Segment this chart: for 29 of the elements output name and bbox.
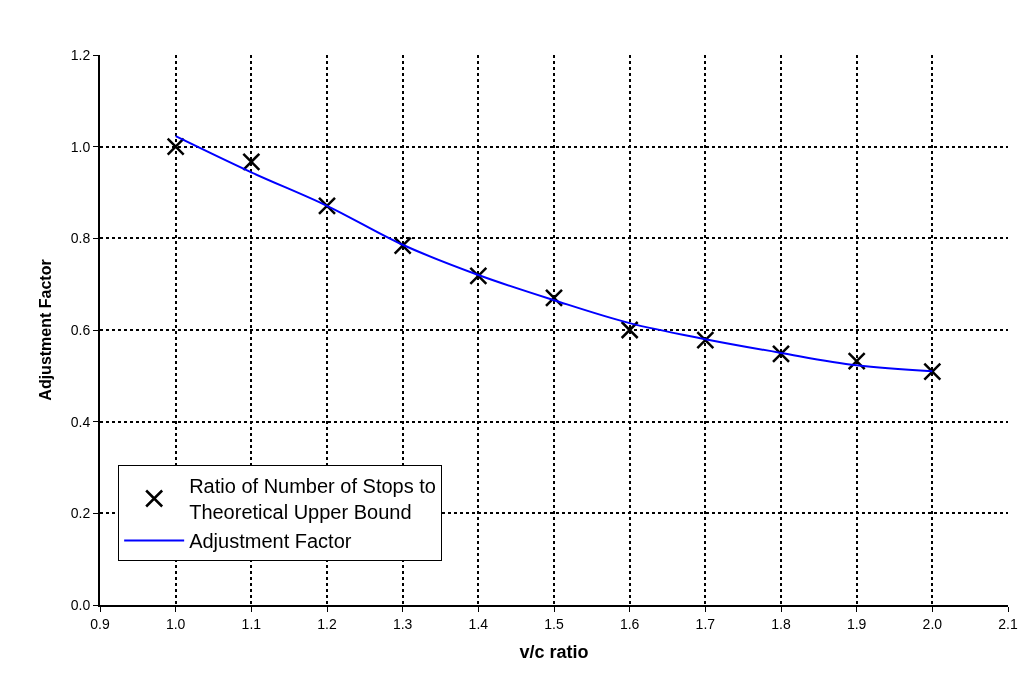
point [242,152,261,172]
x-tick-label: 1.6 [619,615,640,632]
y-axis-title: Adjustment Factor [37,259,55,401]
point [923,362,942,381]
point [847,351,866,371]
point [696,330,715,350]
x-tick-label: 1.3 [392,615,413,632]
y-tick-label: 1.2 [70,46,91,63]
x-axis-title: v/c ratio [519,642,589,663]
x-tick-label: 1.8 [771,615,791,632]
y-tick-label: 0.4 [70,413,91,430]
y-tick-label: 0.6 [70,321,91,338]
y-tick-label: 0.2 [70,505,91,522]
y-tick-label: 0.8 [70,230,91,247]
x-tick-label: 1.2 [317,615,337,632]
x-tick-label: 1.4 [468,615,489,632]
x-tick-label: 1.1 [241,615,262,632]
x-tick-label: 1.5 [544,615,564,632]
legend-label: Ratio of Number of Stops to Theoretical Upper Bound [189,475,436,524]
x-tick-label: 2.0 [922,615,943,632]
x-tick-label: 1.0 [165,615,186,632]
x-tick-label: 2.1 [998,615,1018,632]
x-tick-label: 0.9 [90,615,110,632]
legend-label: Adjustment Factor [189,530,352,553]
y-tick-label: 0.0 [70,596,91,613]
x-tick-label: 1.9 [846,615,867,632]
x-tick-label: 1.7 [695,615,716,632]
y-tick-label: 1.0 [70,138,91,155]
line-series [174,135,934,373]
